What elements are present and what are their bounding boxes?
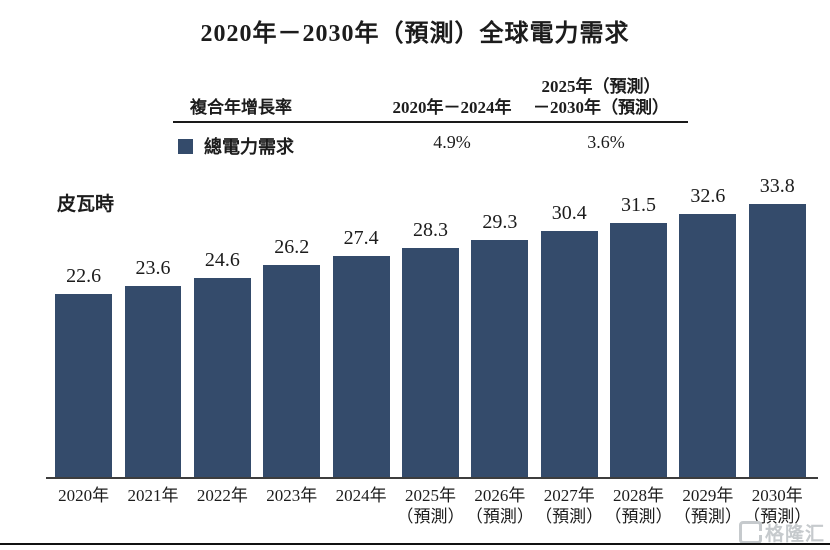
bar-column: 27.4 bbox=[326, 172, 395, 477]
gelonghui-logo-icon bbox=[738, 521, 762, 544]
x-axis-label: 2021年 bbox=[127, 486, 179, 505]
bar-column: 33.8 bbox=[743, 172, 812, 477]
x-axis-label: 2026年 （預測） bbox=[465, 486, 534, 526]
bar-column: 24.6 bbox=[188, 172, 257, 477]
bar bbox=[471, 240, 529, 477]
bar-column: 31.5 bbox=[604, 172, 673, 477]
bar-column: 29.3 bbox=[465, 172, 534, 477]
x-axis-label: 2027年 （預測） bbox=[535, 486, 604, 526]
bar-series: 22.6 23.6 24.6 26.2 27.4 28.3 29.3 30.4 31.5 32.6… bbox=[49, 172, 812, 477]
bar-column: 32.6 bbox=[673, 172, 742, 477]
cagr-value-2020-2024: 4.9% bbox=[433, 132, 471, 152]
bar bbox=[540, 231, 598, 477]
legend-label: 總電力需求 bbox=[204, 137, 294, 157]
bar bbox=[55, 294, 113, 477]
x-axis-label: 2022年 bbox=[196, 486, 248, 505]
bar bbox=[679, 214, 737, 477]
bar-column: 22.6 bbox=[49, 172, 118, 477]
legend-swatch-icon bbox=[178, 138, 193, 154]
bar bbox=[610, 223, 667, 477]
chart-title: 2020年－2030年（預測）全球電力需求 bbox=[200, 21, 630, 47]
bar-value-label: 31.5 bbox=[621, 194, 657, 216]
cagr-value-2025-2030: 3.6% bbox=[587, 132, 625, 152]
bar bbox=[332, 256, 390, 477]
cagr-table-header-2020-2024: 2020年－2024年 bbox=[392, 98, 512, 117]
x-axis-label: 2023年 bbox=[266, 486, 318, 505]
cagr-table-header-label: 複合年增長率 bbox=[190, 98, 292, 117]
x-axis-labels: 2020年 2021年 2022年 2023年 2024年 2025年 （預測） 2026年… bbox=[49, 485, 812, 527]
bar-value-label: 22.6 bbox=[66, 265, 102, 287]
x-axis-line bbox=[46, 477, 818, 479]
table-header-divider bbox=[173, 121, 688, 123]
watermark-text: 格隆汇 bbox=[764, 524, 825, 545]
bar-value-label: 27.4 bbox=[343, 227, 379, 249]
bar bbox=[402, 248, 459, 477]
bar-value-label: 29.3 bbox=[482, 211, 518, 233]
x-axis-label: 2020年 bbox=[58, 486, 110, 505]
bar-column: 26.2 bbox=[257, 172, 326, 477]
bar bbox=[193, 278, 251, 477]
x-axis-label: 2028年 （預測） bbox=[604, 486, 673, 526]
bar-value-label: 32.6 bbox=[690, 185, 726, 207]
bar-column: 30.4 bbox=[535, 172, 604, 477]
x-axis-label: 2029年 （預測） bbox=[673, 486, 742, 526]
watermark: 格隆汇 bbox=[738, 519, 825, 546]
bar-value-label: 26.2 bbox=[274, 236, 310, 258]
x-axis-label: 2025年 （預測） bbox=[396, 486, 465, 526]
bar-value-label: 23.6 bbox=[135, 257, 171, 279]
legend: 總電力需求 bbox=[178, 133, 294, 159]
x-axis-label: 2024年 bbox=[335, 486, 387, 505]
bar-value-label: 24.6 bbox=[204, 249, 240, 271]
page-bottom-rule bbox=[0, 543, 830, 545]
cagr-table-header-2025-2030: 2025年（預測） －2030年（預測） bbox=[533, 77, 669, 117]
bar-column: 28.3 bbox=[396, 172, 465, 477]
bar bbox=[748, 204, 806, 477]
bar bbox=[263, 265, 321, 477]
bar-value-label: 28.3 bbox=[412, 219, 448, 241]
y-axis-unit-label: 皮瓦時 bbox=[57, 194, 115, 215]
bar-column: 23.6 bbox=[118, 172, 187, 477]
bar-value-label: 33.8 bbox=[759, 175, 795, 197]
bar-value-label: 30.4 bbox=[551, 202, 587, 224]
bar bbox=[124, 286, 182, 477]
